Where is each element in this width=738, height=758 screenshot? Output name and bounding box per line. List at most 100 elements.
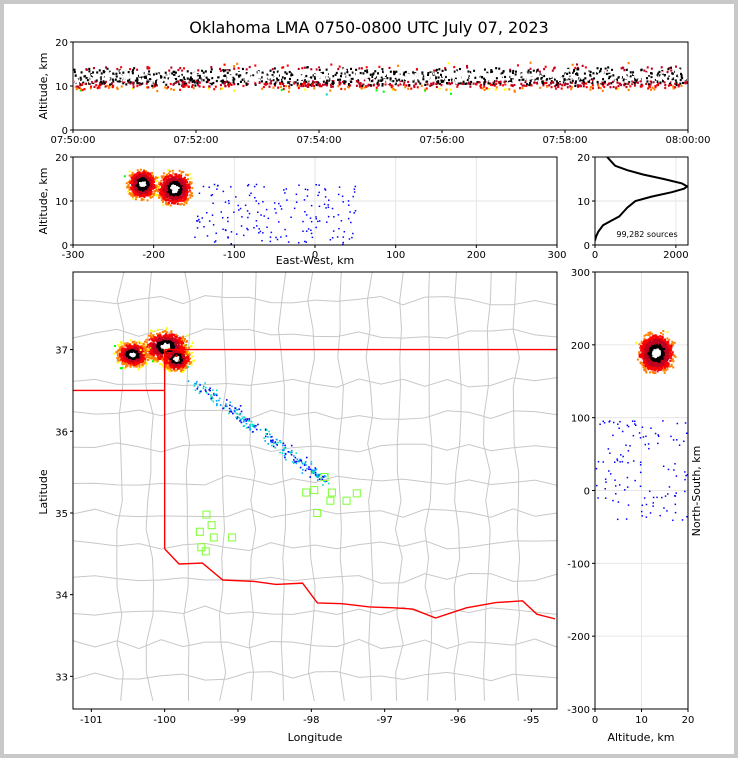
density-cell [197, 220, 199, 222]
density-cell [287, 241, 290, 243]
density-cell [326, 72, 329, 75]
density-cell [329, 238, 332, 241]
density-cell [156, 70, 159, 73]
density-cell [362, 83, 365, 86]
density-cell [140, 172, 143, 175]
density-cell [577, 80, 580, 83]
density-cell [543, 79, 546, 82]
density-cell [495, 70, 498, 73]
density-cell [585, 82, 588, 85]
density-cell [339, 82, 342, 85]
density-cell [479, 86, 482, 89]
density-cell [144, 178, 147, 181]
density-cell [136, 68, 139, 71]
density-cell [641, 69, 644, 73]
density-cell [344, 88, 347, 91]
density-cell [129, 68, 132, 71]
density-cell [333, 216, 335, 218]
density-cell [233, 89, 236, 92]
density-cell [122, 82, 125, 85]
density-cell [469, 74, 472, 77]
density-cell [625, 85, 628, 89]
density-cell [374, 75, 377, 78]
density-cell [167, 198, 170, 201]
density-cell [657, 82, 660, 85]
density-cell [308, 78, 311, 81]
density-cell [302, 230, 304, 233]
density-cell [502, 78, 505, 81]
density-cell [177, 74, 180, 78]
density-cell [450, 92, 453, 95]
density-cell [138, 78, 141, 81]
density-cell [616, 81, 619, 84]
density-cell [523, 84, 526, 87]
density-cell [622, 82, 625, 85]
density-cell [589, 85, 592, 89]
density-cell [652, 70, 655, 73]
density-cell [281, 78, 284, 81]
density-cell [232, 74, 235, 77]
density-cell [303, 81, 306, 84]
density-cell [650, 67, 653, 70]
density-cell [466, 80, 469, 83]
density-cell [516, 76, 519, 79]
density-cell [432, 82, 435, 85]
density-cell [285, 188, 288, 190]
density-cell [684, 82, 687, 85]
density-cell [147, 182, 150, 185]
density-cell [105, 78, 108, 82]
density-cell [635, 74, 638, 77]
density-cell [186, 178, 189, 181]
density-cell [145, 176, 148, 179]
density-cell [182, 192, 185, 195]
density-cell [312, 81, 315, 84]
density-cell [134, 198, 137, 201]
density-cell [407, 87, 410, 90]
density-cell [161, 79, 164, 83]
density-cell [606, 83, 609, 86]
density-cell [583, 81, 586, 85]
density-cell [504, 75, 507, 79]
density-cell [568, 71, 571, 74]
density-cell [165, 187, 168, 190]
density-cell [344, 70, 347, 74]
density-cell [232, 76, 235, 79]
density-cell [132, 176, 135, 179]
density-cell [589, 75, 592, 78]
density-cell [227, 200, 230, 202]
density-cell [429, 69, 432, 72]
density-cell [160, 189, 163, 192]
density-cell [596, 75, 599, 79]
density-cell [107, 76, 110, 79]
density-cell [178, 174, 181, 177]
density-cell [672, 85, 675, 88]
density-cell [634, 68, 637, 71]
density-cell [226, 80, 229, 83]
density-cell [656, 71, 659, 74]
density-cell [248, 194, 251, 197]
density-cell [235, 75, 238, 78]
density-cell [567, 80, 570, 83]
density-cell [490, 69, 493, 72]
density-cell [140, 72, 143, 75]
x-tick-label: 07:56:00 [420, 135, 465, 146]
density-cell [208, 220, 211, 222]
density-cell [370, 79, 373, 83]
density-cell [656, 80, 659, 83]
density-cell [303, 66, 306, 69]
density-cell [227, 85, 230, 88]
density-cell [462, 71, 465, 74]
density-cell [189, 76, 192, 79]
density-cell [77, 85, 80, 88]
density-cell [213, 241, 216, 243]
density-cell [352, 232, 354, 235]
density-cell [461, 76, 464, 80]
density-cell [261, 239, 263, 242]
density-cell [353, 76, 356, 79]
density-cell [437, 76, 440, 79]
density-cell [317, 220, 319, 223]
density-cell [206, 78, 209, 81]
density-cell [136, 172, 139, 175]
density-cell [191, 187, 194, 190]
density-cell [310, 204, 313, 207]
